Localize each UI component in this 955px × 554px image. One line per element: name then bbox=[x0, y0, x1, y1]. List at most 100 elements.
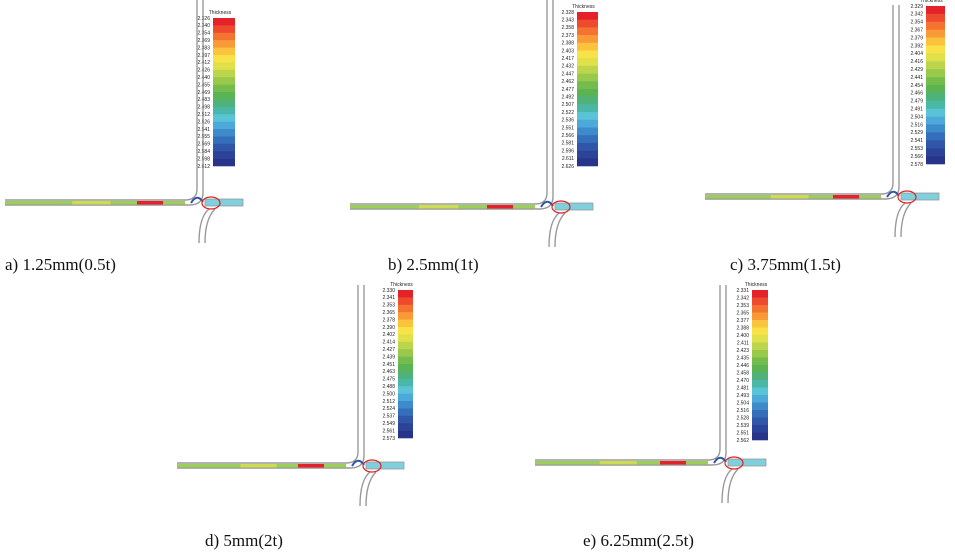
colorbar-block bbox=[213, 92, 235, 100]
colorbar-block bbox=[577, 112, 598, 120]
colorbar-block bbox=[926, 22, 945, 30]
colorbar-block bbox=[398, 386, 413, 394]
colorbar-label: 2.516 bbox=[910, 122, 923, 128]
colorbar-block bbox=[577, 143, 598, 151]
thickness-red bbox=[298, 464, 324, 468]
colorbar-block bbox=[926, 117, 945, 125]
colorbar-block bbox=[213, 136, 235, 144]
lower-curve-2 bbox=[555, 213, 565, 247]
colorbar-block bbox=[213, 99, 235, 107]
wall-outer bbox=[350, 0, 547, 204]
colorbar-block bbox=[752, 433, 768, 441]
lower-curve-2 bbox=[205, 209, 215, 243]
colorbar-block bbox=[926, 101, 945, 109]
colorbar-block bbox=[926, 109, 945, 117]
colorbar-label: 2.342 bbox=[736, 295, 749, 301]
thickness-strip-yellow bbox=[240, 464, 276, 468]
colorbar-label: 2.416 bbox=[910, 59, 923, 65]
colorbar-label: 2.373 bbox=[561, 33, 574, 39]
colorbar-block bbox=[213, 55, 235, 63]
colorbar-block bbox=[926, 148, 945, 156]
colorbar-block bbox=[926, 30, 945, 38]
flange-stub bbox=[555, 203, 593, 210]
colorbar-label: 2.441 bbox=[910, 75, 923, 81]
colorbar-label: 2.551 bbox=[561, 125, 574, 131]
colorbar-block bbox=[577, 66, 598, 74]
colorbar-label: 2.427 bbox=[382, 347, 395, 353]
colorbar-block bbox=[577, 51, 598, 59]
colorbar-label: 2.612 bbox=[197, 164, 210, 170]
colorbar-label: 2.566 bbox=[561, 133, 574, 139]
thickness-strip-yellow bbox=[419, 205, 458, 209]
colorbar-block bbox=[577, 135, 598, 143]
colorbar-block bbox=[926, 140, 945, 148]
colorbar-block bbox=[752, 328, 768, 336]
colorbar-label: 2.536 bbox=[561, 118, 574, 124]
colorbar-block bbox=[577, 104, 598, 112]
colorbar-block bbox=[577, 120, 598, 128]
colorbar-block bbox=[398, 416, 413, 424]
colorbar-block bbox=[213, 129, 235, 137]
colorbar-label: 2.365 bbox=[736, 310, 749, 316]
colorbar-label: 2.479 bbox=[910, 99, 923, 105]
colorbar-label: 2.469 bbox=[197, 90, 210, 96]
colorbar-block bbox=[577, 97, 598, 105]
colorbar-block bbox=[577, 128, 598, 136]
thickness-red bbox=[833, 195, 859, 199]
colorbar-block bbox=[398, 401, 413, 409]
colorbar-block bbox=[926, 69, 945, 77]
colorbar-label: 2.390 bbox=[382, 325, 395, 331]
colorbar-label: 2.340 bbox=[197, 23, 210, 29]
colorbar-label: 2.447 bbox=[561, 71, 574, 77]
colorbar-block bbox=[398, 349, 413, 357]
colorbar-block bbox=[752, 290, 768, 298]
lower-curve-1 bbox=[360, 472, 370, 506]
colorbar-label: 2.483 bbox=[197, 97, 210, 103]
thickness-strip-yellow bbox=[72, 201, 110, 205]
colorbar-block bbox=[398, 423, 413, 431]
thickness-strip-yellow bbox=[600, 461, 637, 465]
colorbar-block bbox=[213, 151, 235, 159]
colorbar-block bbox=[752, 418, 768, 426]
colorbar-label: 2.537 bbox=[382, 414, 395, 420]
colorbar-label: 2.475 bbox=[382, 377, 395, 383]
colorbar-label: 2.573 bbox=[382, 436, 395, 442]
colorbar-label: 2.341 bbox=[382, 295, 395, 301]
colorbar-label: 2.555 bbox=[197, 134, 210, 140]
colorbar-title: Thickness bbox=[572, 4, 595, 10]
panel: Thickness2.3282.3432.3582.3732.3882.4032… bbox=[350, 0, 598, 274]
colorbar-label: 2.423 bbox=[736, 348, 749, 354]
wall-outer bbox=[535, 285, 720, 460]
colorbar-block bbox=[752, 365, 768, 373]
colorbar-block bbox=[926, 38, 945, 46]
colorbar-block bbox=[752, 380, 768, 388]
colorbar-block bbox=[926, 6, 945, 14]
colorbar-label: 2.488 bbox=[382, 384, 395, 390]
colorbar-block bbox=[577, 81, 598, 89]
colorbar-label: 2.353 bbox=[736, 303, 749, 309]
colorbar-label: 2.367 bbox=[910, 28, 923, 34]
figure: Thickness2.3262.3402.3542.3692.3832.3972… bbox=[0, 0, 955, 554]
colorbar-block bbox=[752, 350, 768, 358]
flange-stub bbox=[901, 193, 939, 200]
colorbar-label: 2.458 bbox=[736, 370, 749, 376]
colorbar-label: 2.541 bbox=[910, 138, 923, 144]
colorbar-label: 2.512 bbox=[197, 112, 210, 118]
colorbar-label: 2.578 bbox=[910, 162, 923, 168]
colorbar-block bbox=[213, 25, 235, 33]
colorbar-label: 2.512 bbox=[382, 399, 395, 405]
colorbar-block bbox=[577, 12, 598, 20]
colorbar-label: 2.446 bbox=[736, 363, 749, 369]
colorbar-label: 2.539 bbox=[736, 423, 749, 429]
thickness-red bbox=[487, 205, 513, 209]
lower-curve-1 bbox=[722, 469, 732, 503]
colorbar-label: 2.522 bbox=[561, 110, 574, 116]
colorbar-block bbox=[577, 20, 598, 28]
colorbar-label: 2.463 bbox=[382, 369, 395, 375]
colorbar-block bbox=[752, 403, 768, 411]
lower-curve-2 bbox=[366, 472, 376, 506]
colorbar-label: 2.354 bbox=[197, 31, 210, 37]
colorbar-label: 2.581 bbox=[561, 141, 574, 147]
colorbar-label: 2.365 bbox=[382, 310, 395, 316]
caption: a) 1.25mm(0.5t) bbox=[5, 255, 116, 274]
